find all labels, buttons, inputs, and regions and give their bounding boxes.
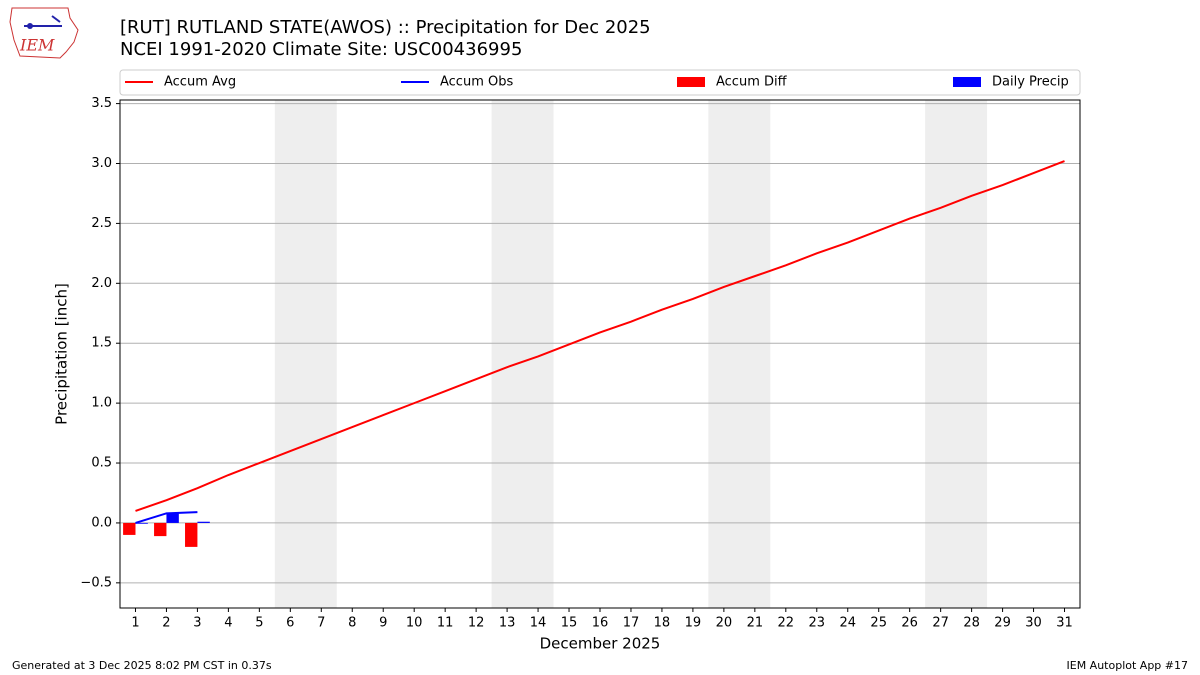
bar (197, 521, 210, 523)
y-tick-label: 0.5 (91, 456, 112, 471)
line (135, 160, 1065, 512)
x-tick-label: 20 (716, 616, 733, 631)
x-tick-label: 11 (437, 616, 454, 631)
y-axis-label: Precipitation [inch] (53, 283, 71, 425)
y-tick-label: 2.5 (91, 216, 112, 231)
bar (154, 522, 167, 537)
x-tick-label: 12 (468, 616, 485, 631)
y-tick-label: 3.0 (91, 156, 112, 171)
y-tick-label: 1.0 (91, 396, 112, 411)
x-tick-label: 26 (901, 616, 918, 631)
chart-title: [RUT] RUTLAND STATE(AWOS) :: Precipitati… (120, 17, 651, 38)
y-tick-label: 1.5 (91, 336, 112, 351)
legend-swatch (953, 77, 981, 87)
y-tick-label: 2.0 (91, 276, 112, 291)
x-tick-label: 13 (499, 616, 516, 631)
x-tick-label: 17 (623, 616, 640, 631)
x-tick-label: 8 (348, 616, 356, 631)
x-tick-label: 3 (193, 616, 201, 631)
y-tick-label: −0.5 (80, 575, 112, 590)
x-tick-label: 31 (1056, 616, 1073, 631)
weekend-shade (925, 100, 988, 608)
x-tick-label: 30 (1025, 616, 1042, 631)
y-tick-label: 0.0 (91, 515, 112, 530)
x-tick-label: 10 (406, 616, 423, 631)
bar (123, 522, 136, 535)
x-tick-label: 27 (932, 616, 949, 631)
x-tick-label: 22 (778, 616, 795, 631)
x-tick-label: 7 (317, 616, 325, 631)
y-tick-label: 3.5 (91, 96, 112, 111)
line (135, 511, 198, 524)
x-tick-label: 25 (870, 616, 887, 631)
x-tick-label: 9 (379, 616, 387, 631)
legend-label: Accum Diff (716, 75, 788, 90)
weekend-shade (708, 100, 771, 608)
x-tick-label: 21 (747, 616, 764, 631)
x-tick-label: 6 (286, 616, 294, 631)
legend-label: Daily Precip (992, 75, 1069, 90)
x-tick-label: 15 (561, 616, 578, 631)
legend-swatch (677, 77, 705, 87)
weekend-shade (274, 100, 337, 608)
footer-right: IEM Autoplot App #17 (1067, 659, 1189, 672)
legend-box (119, 69, 1081, 96)
x-tick-label: 28 (963, 616, 980, 631)
bar (185, 522, 198, 547)
logo: IEM (9, 7, 79, 59)
plot-frame (119, 99, 1081, 609)
x-tick-label: 5 (255, 616, 263, 631)
footer-left: Generated at 3 Dec 2025 8:02 PM CST in 0… (12, 659, 272, 672)
x-axis-label: December 2025 (540, 635, 661, 653)
x-tick-label: 2 (162, 616, 170, 631)
x-tick-label: 1 (131, 616, 139, 631)
x-tick-label: 29 (994, 616, 1011, 631)
bar (166, 513, 179, 523)
logo-text: IEM (19, 36, 55, 55)
x-tick-label: 18 (654, 616, 671, 631)
x-tick-label: 19 (685, 616, 702, 631)
x-tick-label: 4 (224, 616, 232, 631)
legend-label: Accum Avg (164, 75, 236, 90)
chart-subtitle: NCEI 1991-2020 Climate Site: USC00436995 (120, 39, 522, 60)
x-tick-label: 23 (809, 616, 826, 631)
x-tick-label: 16 (592, 616, 609, 631)
x-tick-label: 24 (839, 616, 856, 631)
legend-label: Accum Obs (440, 75, 513, 90)
x-tick-label: 14 (530, 616, 547, 631)
bar (135, 522, 148, 524)
